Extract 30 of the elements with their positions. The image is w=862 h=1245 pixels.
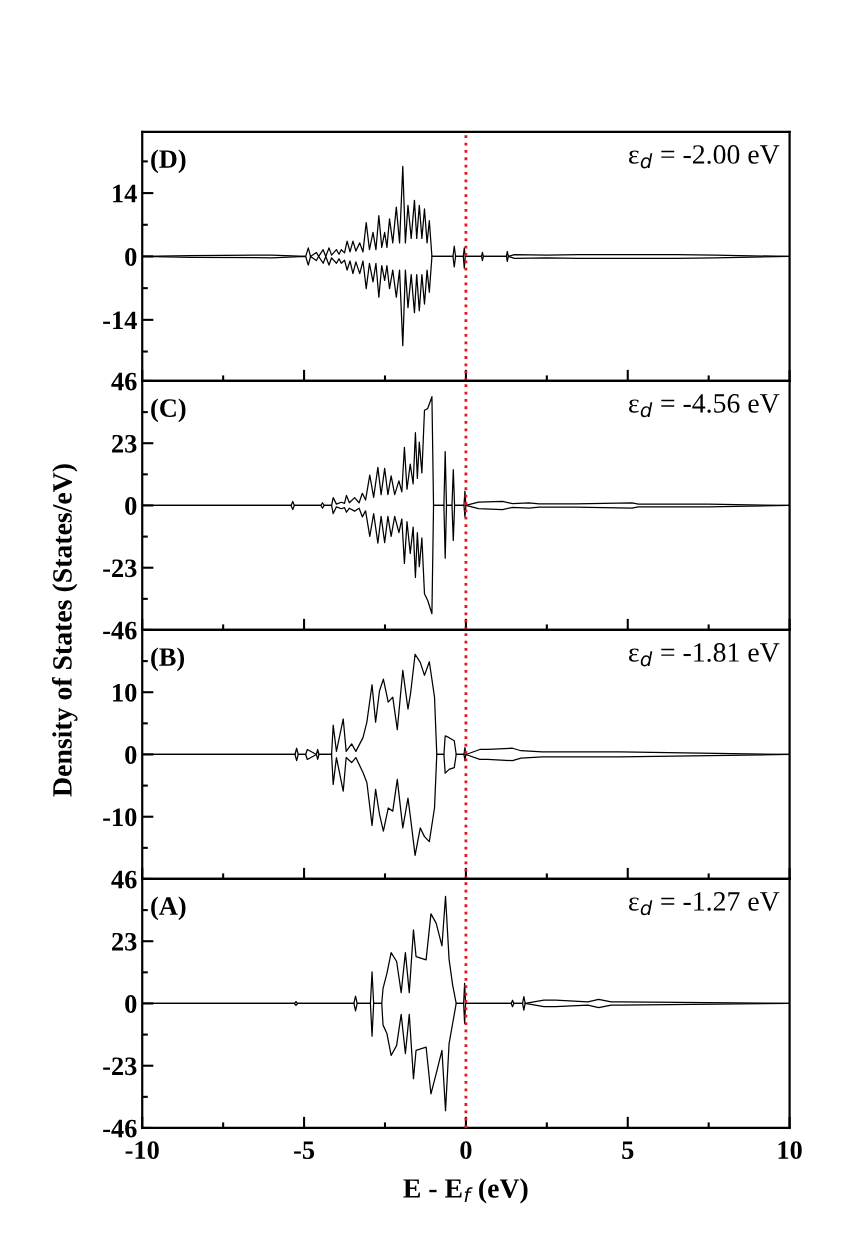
y-tick-label: 0: [125, 497, 137, 515]
y-tick-label: 0: [125, 746, 137, 764]
annotation: ε$_{d}$ = -4.56 eV: [629, 394, 780, 418]
y-axis-title: Density of States (States/eV): [51, 464, 78, 797]
y-tick-label: -23: [103, 559, 137, 578]
y-tick-label: 46: [111, 372, 137, 391]
y-tick-label: -46: [103, 1119, 137, 1138]
y-tick-label: 0: [125, 995, 137, 1013]
y-tick-label: 10: [113, 683, 137, 702]
annotation: (A): [151, 896, 186, 921]
annotation: (B): [151, 647, 185, 672]
x-axis-title: E - E$_{f}$ (eV): [403, 1178, 528, 1204]
y-tick-label: 14: [113, 184, 137, 203]
x-tick-label: 10: [778, 1141, 802, 1160]
y-tick-label: -46: [103, 621, 137, 640]
y-tick-label: -14: [103, 311, 137, 330]
annotation: ε$_{d}$ = -1.27 eV: [629, 892, 780, 916]
x-tick-label: 0: [460, 1141, 472, 1160]
y-tick-label: 46: [111, 870, 137, 889]
annotation: ε$_{d}$ = -1.81 eV: [629, 643, 780, 667]
y-tick-label: -10: [103, 808, 137, 827]
annotation: (C): [151, 398, 186, 423]
y-tick-label: 0: [125, 248, 137, 266]
annotation: ε$_{d}$ = -2.00 eV: [629, 145, 780, 169]
y-tick-label: -23: [103, 1057, 137, 1076]
y-tick-label: 23: [112, 434, 137, 453]
annotation: (D): [151, 149, 186, 174]
x-tick-label: -5: [294, 1141, 315, 1160]
x-tick-label: 5: [622, 1141, 634, 1160]
y-tick-label: 23: [112, 932, 137, 951]
